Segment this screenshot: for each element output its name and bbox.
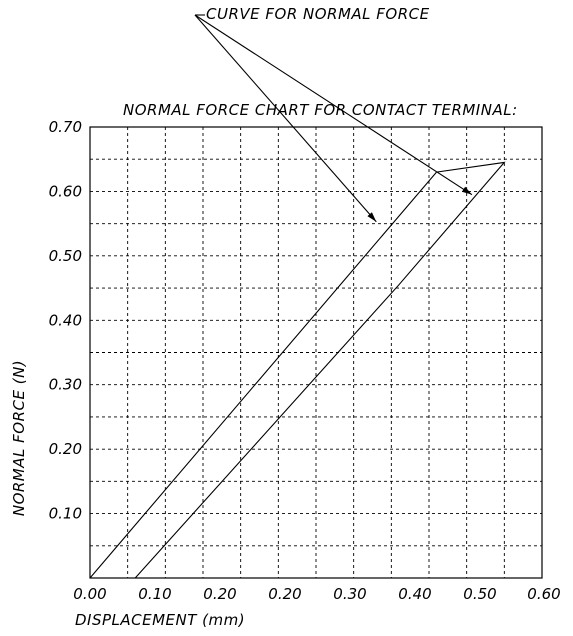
y-tick-labels: 0.10 0.20 0.30 0.40 0.50 0.60 0.70 (49, 118, 82, 523)
x-tick-label: 0.00 (73, 585, 106, 603)
normal-force-curve (89, 161, 506, 579)
x-tick-label: 0.50 (463, 585, 496, 603)
y-tick-label: 0.10 (49, 505, 82, 523)
grid (90, 127, 542, 578)
curve-layer (89, 161, 506, 579)
x-tick-label: 0.60 (527, 585, 560, 603)
arrowhead (461, 186, 472, 195)
x-tick-labels: 0.00 0.10 0.20 0.20 0.30 0.40 0.50 0.60 (73, 585, 560, 603)
x-tick-label: 0.20 (203, 585, 236, 603)
arrowhead (367, 212, 377, 222)
x-tick-label: 0.10 (138, 585, 171, 603)
x-tick-label: 0.30 (333, 585, 366, 603)
y-tick-label: 0.50 (49, 247, 82, 265)
y-tick-label: 0.70 (49, 118, 82, 136)
leader-line (194, 14, 473, 196)
y-tick-label: 0.40 (49, 311, 82, 329)
x-tick-label: 0.20 (268, 585, 301, 603)
y-tick-label: 0.60 (49, 182, 82, 200)
leader-line (194, 14, 377, 223)
annotation-label: CURVE FOR NORMAL FORCE (206, 5, 430, 23)
chart-title: NORMAL FORCE CHART FOR CONTACT TERMINAL: (123, 101, 518, 119)
x-axis-label: DISPLACEMENT (mm) (75, 611, 245, 629)
plot-frame (89, 126, 543, 579)
y-tick-label: 0.30 (49, 376, 82, 394)
annotation-leaders (194, 14, 473, 223)
y-tick-label: 0.20 (49, 440, 82, 458)
y-axis-label: NORMAL FORCE (N) (10, 360, 28, 516)
x-tick-label: 0.40 (398, 585, 431, 603)
